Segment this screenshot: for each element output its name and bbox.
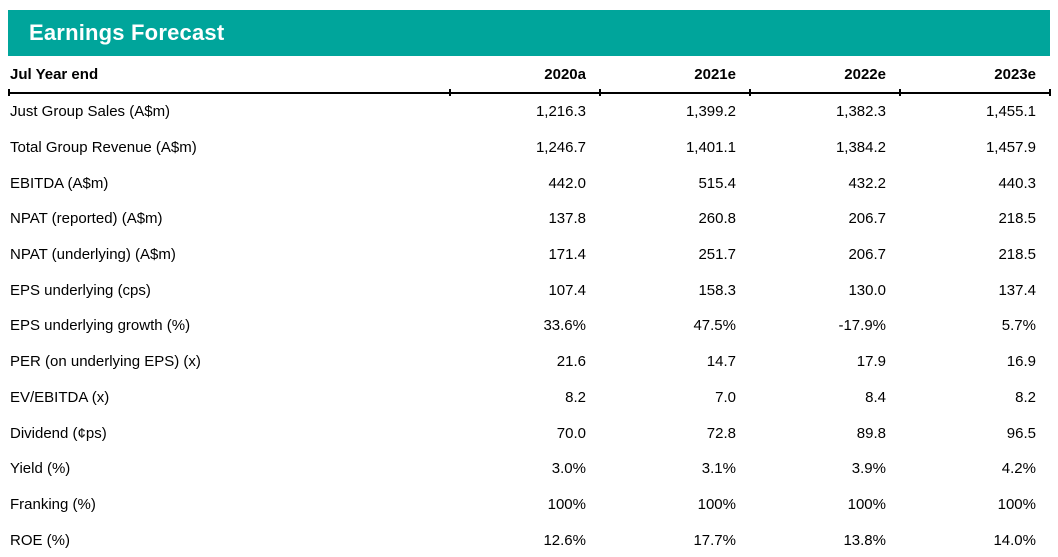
cell-value: 100% xyxy=(547,495,586,513)
row-label: Just Group Sales (A$m) xyxy=(10,103,171,121)
cell-value: 3.9% xyxy=(851,460,886,478)
cell-value: 14.0% xyxy=(993,531,1036,549)
table-row: PER (on underlying EPS) (x) 21.6 14.7 17.9 1… xyxy=(8,344,1050,380)
row-label: NPAT (reported) (A$m) xyxy=(10,210,163,228)
table-row: Just Group Sales (A$m) 1,216.3 1,399.2 1,38… xyxy=(8,93,1050,130)
table-row: NPAT (underlying) (A$m) 171.4 251.7 206.7 21… xyxy=(8,237,1050,273)
cell-value: 17.7% xyxy=(693,531,736,549)
cell-value: 89.8 xyxy=(856,424,886,442)
cell-value: -17.9% xyxy=(838,317,886,335)
cell-value: 1,399.2 xyxy=(685,103,736,121)
cell-value: 7.0 xyxy=(715,388,736,406)
cell-value: 1,246.7 xyxy=(535,139,586,157)
row-label: EV/EBITDA (x) xyxy=(10,388,110,406)
cell-value: 13.8% xyxy=(843,531,886,549)
cell-value: 5.7% xyxy=(1001,317,1036,335)
column-header-year: 2020a xyxy=(450,56,601,96)
cell-value: 1,457.9 xyxy=(985,139,1036,157)
cell-value: 251.7 xyxy=(698,246,736,264)
cell-value: 137.4 xyxy=(998,281,1036,299)
cell-value: 100% xyxy=(997,495,1036,513)
table-row: EBITDA (A$m) 442.0 515.4 432.2 440.3 xyxy=(8,165,1050,201)
row-label: ROE (%) xyxy=(10,531,70,549)
column-header-period: Jul Year end xyxy=(8,56,451,96)
cell-value: 16.9 xyxy=(1006,353,1036,371)
cell-value: 1,382.3 xyxy=(835,103,886,121)
row-label: Franking (%) xyxy=(10,495,96,513)
cell-value: 432.2 xyxy=(848,174,886,192)
column-header-year: 2022e xyxy=(750,56,901,96)
cell-value: 440.3 xyxy=(998,174,1036,192)
column-header-year: 2021e xyxy=(600,56,751,96)
table-row: Yield (%) 3.0% 3.1% 3.9% 4.2% xyxy=(8,451,1050,487)
earnings-forecast-table: Jul Year end 2020a 2021e 2022e 2023e Just G… xyxy=(8,56,1051,557)
table-row: Total Group Revenue (A$m) 1,246.7 1,401.1 1… xyxy=(8,130,1050,166)
cell-value: 8.4 xyxy=(865,388,886,406)
cell-value: 21.6 xyxy=(556,353,586,371)
table-row: EV/EBITDA (x) 8.2 7.0 8.4 8.2 xyxy=(8,380,1050,416)
cell-value: 137.8 xyxy=(548,210,586,228)
table-row: EPS underlying (cps) 107.4 158.3 130.0 137.4 xyxy=(8,272,1050,308)
row-label: Yield (%) xyxy=(10,460,71,478)
section-header-bar: Earnings Forecast xyxy=(8,10,1050,56)
cell-value: 12.6% xyxy=(543,531,586,549)
cell-value: 1,401.1 xyxy=(685,139,736,157)
table-row: NPAT (reported) (A$m) 137.8 260.8 206.7 218.… xyxy=(8,201,1050,237)
cell-value: 130.0 xyxy=(848,281,886,299)
cell-value: 8.2 xyxy=(565,388,586,406)
row-label: PER (on underlying EPS) (x) xyxy=(10,353,201,371)
table-header-row: Jul Year end 2020a 2021e 2022e 2023e xyxy=(8,56,1051,96)
row-label: EPS underlying growth (%) xyxy=(10,317,191,335)
table-row: Dividend (¢ps) 70.0 72.8 89.8 96.5 xyxy=(8,415,1050,451)
cell-value: 218.5 xyxy=(998,210,1036,228)
cell-value: 171.4 xyxy=(548,246,586,264)
cell-value: 3.1% xyxy=(701,460,736,478)
cell-value: 72.8 xyxy=(706,424,736,442)
row-label: EBITDA (A$m) xyxy=(10,174,109,192)
cell-value: 260.8 xyxy=(698,210,736,228)
row-label: EPS underlying (cps) xyxy=(10,281,151,299)
cell-value: 206.7 xyxy=(848,246,886,264)
cell-value: 442.0 xyxy=(548,174,586,192)
cell-value: 14.7 xyxy=(706,353,736,371)
cell-value: 206.7 xyxy=(848,210,886,228)
cell-value: 218.5 xyxy=(998,246,1036,264)
cell-value: 100% xyxy=(697,495,736,513)
cell-value: 1,216.3 xyxy=(535,103,586,121)
cell-value: 47.5% xyxy=(693,317,736,335)
cell-value: 4.2% xyxy=(1001,460,1036,478)
row-label: NPAT (underlying) (A$m) xyxy=(10,246,176,264)
cell-value: 17.9 xyxy=(856,353,886,371)
cell-value: 33.6% xyxy=(543,317,586,335)
cell-value: 8.2 xyxy=(1015,388,1036,406)
cell-value: 107.4 xyxy=(548,281,586,299)
column-header-year: 2023e xyxy=(900,56,1051,96)
section-title: Earnings Forecast xyxy=(29,20,225,45)
table-row: ROE (%) 12.6% 17.7% 13.8% 14.0% xyxy=(8,522,1050,557)
cell-value: 515.4 xyxy=(698,174,736,192)
cell-value: 70.0 xyxy=(556,424,586,442)
table-row: EPS underlying growth (%) 33.6% 47.5% -17.9… xyxy=(8,308,1050,344)
row-label: Total Group Revenue (A$m) xyxy=(10,139,197,157)
row-label: Dividend (¢ps) xyxy=(10,424,107,442)
cell-value: 1,384.2 xyxy=(835,139,886,157)
table-row: Franking (%) 100% 100% 100% 100% xyxy=(8,487,1050,523)
cell-value: 100% xyxy=(847,495,886,513)
cell-value: 158.3 xyxy=(698,281,736,299)
cell-value: 96.5 xyxy=(1006,424,1036,442)
cell-value: 1,455.1 xyxy=(985,103,1036,121)
cell-value: 3.0% xyxy=(551,460,586,478)
